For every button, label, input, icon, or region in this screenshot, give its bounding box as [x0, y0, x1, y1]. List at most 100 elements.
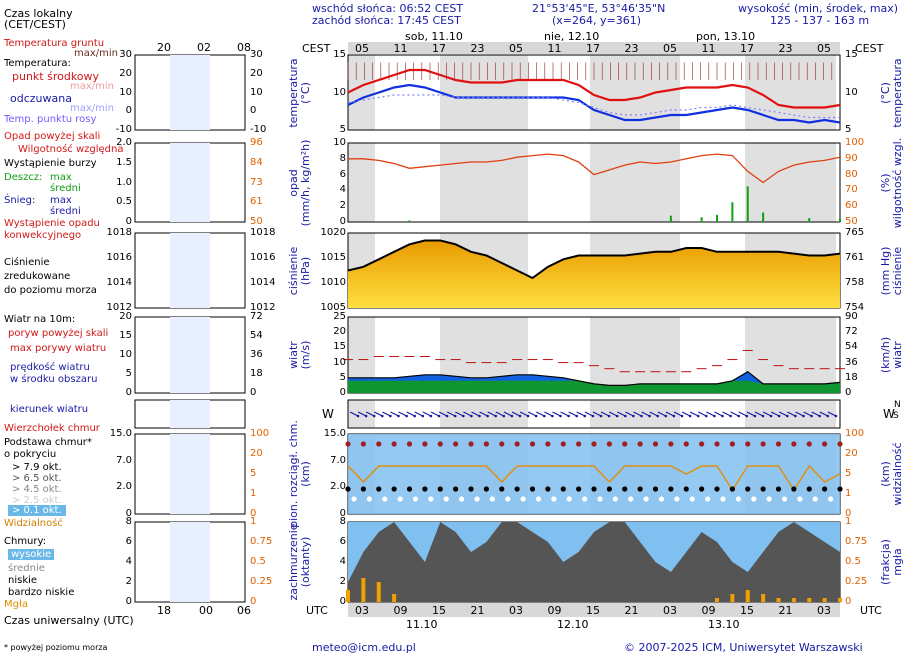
rain-bar [408, 220, 411, 222]
wind-arrow-head [632, 414, 635, 418]
legend-tick-right-pressure: 1012 [250, 302, 276, 313]
cloud-base-dot-low [459, 496, 465, 502]
time-strip-bottom [348, 603, 840, 617]
legend-tick-right-clouds: 0.75 [250, 536, 273, 547]
wind-arrow-head [543, 414, 546, 418]
wind-arrow-head [364, 414, 368, 418]
legend-tick-right-cloudbase: 100 [250, 428, 270, 439]
temp-series-line-1 [347, 83, 841, 124]
legend-mini-night [170, 55, 210, 130]
cloud-top-dot [391, 441, 397, 447]
night-band [745, 143, 836, 222]
tick-right-temp: 5 [845, 124, 852, 135]
footer-email[interactable]: meteo@icm.edu.pl [312, 641, 416, 654]
legend-tick-right-temp: 20 [250, 67, 263, 79]
wind-arrow [414, 411, 424, 417]
tick-left-precip: 4 [339, 184, 346, 196]
legend-tick-right-pressure: 1016 [250, 252, 276, 263]
wind-arrow [511, 411, 521, 417]
tick-right-wind: 18 [845, 371, 858, 383]
legend-ground-sub: max/min [74, 48, 119, 59]
tick-right-pressure: 765 [845, 227, 865, 238]
tick-right-pressure: 758 [845, 277, 865, 288]
legend-level-2: > 6.5 okt. [12, 473, 62, 484]
wind-arrow-head [462, 414, 465, 418]
wind-arrow-head [397, 414, 400, 418]
legend-mini-night [170, 317, 210, 393]
cloud-base-dot [545, 486, 551, 492]
legend-tick-left-pressure: 1012 [106, 302, 132, 313]
visibility-line [347, 464, 841, 492]
legend-pressure: Ciśnienie zredukowane do poziomu morza [4, 257, 97, 296]
night-band [590, 143, 680, 222]
wind-arrow [463, 411, 472, 417]
cloud-base-dot-low [735, 496, 741, 502]
coords-text: 21°53'45"E, 53°46'35"N [532, 2, 666, 15]
wind-arrow [633, 411, 642, 417]
wind-arrow-head [591, 414, 595, 418]
wind-arrow [576, 411, 586, 417]
legend-rain-max: max [50, 172, 72, 183]
wind-arrow [665, 411, 675, 417]
wind-arrow [479, 411, 488, 417]
legend-tick-right-temp: 0 [250, 105, 257, 117]
local-time-label: Czas lokalny (CET/CEST) [4, 7, 73, 31]
tick-right-clouds: 1 [845, 516, 852, 527]
wind-arrow [365, 411, 375, 417]
wind-arrow [689, 411, 699, 417]
wind-arrow-head [672, 414, 676, 418]
cloud-base-dot-low [612, 496, 618, 502]
wind-arrow-head [761, 414, 765, 418]
wind-arrow-head [696, 414, 700, 418]
legend-gust-max: max porywy wiatru [10, 343, 107, 354]
bottom-hour-label: 09 [701, 604, 716, 617]
wind-arrow-head [640, 414, 643, 418]
legend-level-4: > 2.5 okt. [12, 495, 62, 506]
legend-tick-left-cloudbase: 7.0 [116, 454, 132, 466]
cloud-top-dot [791, 441, 797, 447]
legend-tick-left-precip: 1.0 [116, 176, 132, 188]
bottom-tz-right: UTC [860, 604, 882, 617]
day-label-3: pon, 13.10 [696, 30, 756, 43]
day-label-1: sob, 11.10 [405, 30, 463, 43]
cloud-top-dot [360, 441, 366, 447]
wind-arrow-head [478, 414, 481, 418]
wind-arrow-head [745, 414, 749, 418]
wind-arrow [819, 411, 829, 417]
elevation-values: 125 - 137 - 163 m [770, 14, 870, 27]
tick-right-precip: 70 [845, 184, 858, 196]
cloud-base-dot-low [351, 496, 357, 502]
wind-arrow [446, 411, 456, 417]
cloud-base-dot-low [643, 496, 649, 502]
wind-arrow [544, 411, 553, 417]
utc-time-label: Czas uniwersalny (UTC) [4, 614, 134, 627]
cloud-base-dot-low [828, 496, 834, 502]
cloud-top-dot [345, 441, 351, 447]
tick-right-clouds: 0 [845, 596, 852, 607]
cloud-base-dot [822, 486, 828, 492]
legend-tick-left-clouds: 0 [125, 596, 132, 607]
panel-frame-precip [347, 142, 841, 223]
legend-tick-left-wind: 20 [119, 311, 132, 322]
cloud-base-dot-low [489, 496, 495, 502]
cloud-base-dot-low [397, 496, 403, 502]
compass-n: N [894, 400, 901, 410]
cloud-base-dot [406, 486, 413, 492]
cloud-base-dot [529, 486, 536, 492]
legend-tick-left-temp: 20 [119, 67, 132, 79]
cloud-base-dot [668, 486, 674, 492]
tick-right-cloudbase: 1 [845, 488, 852, 499]
fog-bar [776, 598, 781, 602]
legend-visibility: Widzialność [4, 518, 63, 529]
legend-tick-right-temp: -10 [250, 124, 267, 135]
bottom-hour-label: 21 [778, 604, 793, 617]
bottom-hour-label: 09 [393, 604, 408, 617]
legend-tick-left-clouds: 6 [125, 536, 132, 547]
legend-temp-felt: odczuwana [10, 92, 72, 105]
wind-arrow-head [405, 414, 408, 418]
tick-right-wind: 0 [845, 387, 852, 398]
panel-left-label-precip: opad (mm/h, kg/m²h) [287, 139, 312, 226]
cloud-top-dot [437, 441, 443, 447]
compass-right: W [883, 407, 895, 421]
wind-arrow [641, 411, 650, 417]
